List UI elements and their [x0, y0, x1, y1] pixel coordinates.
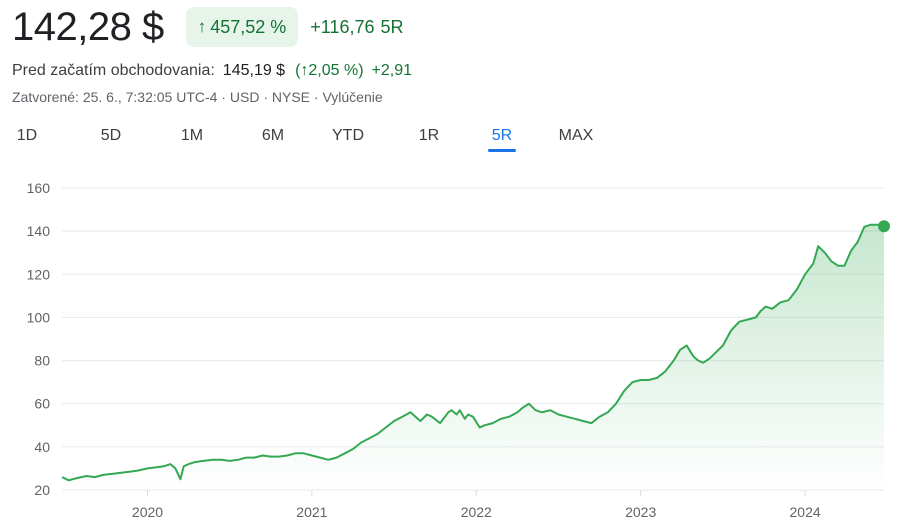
- tab-1r[interactable]: 1R: [418, 127, 440, 144]
- price-chart-svg: 20 40 60 80 100 120 140 160 2020 2021 2022 2023 202…: [27, 180, 890, 520]
- y-tick-label: 160: [27, 180, 51, 196]
- x-tick-label: 2022: [461, 504, 492, 520]
- change-percent: 457,52 %: [210, 16, 287, 37]
- up-arrow-icon: ↑: [197, 17, 207, 36]
- tab-1m[interactable]: 1M: [180, 127, 204, 144]
- x-tick-label: 2024: [790, 504, 821, 520]
- y-tick-label: 140: [27, 223, 51, 239]
- premarket-row: Pred začatím obchodovania: 145,19 $ (↑2,…: [12, 62, 412, 80]
- y-tick-label: 60: [34, 396, 50, 412]
- tab-ytd[interactable]: YTD: [332, 127, 364, 144]
- change-percent-badge: ↑ 457,52 %: [185, 7, 299, 47]
- tab-5d[interactable]: 5D: [100, 127, 122, 144]
- premarket-change-percent: (↑2,05 %): [295, 62, 364, 79]
- x-tick-label: 2021: [296, 504, 327, 520]
- y-tick-label: 100: [27, 309, 51, 325]
- tab-5r[interactable]: 5R: [488, 124, 516, 154]
- y-tick-label: 20: [34, 482, 50, 498]
- y-tick-label: 120: [27, 266, 51, 282]
- premarket-label: Pred začatím obchodovania:: [12, 62, 215, 79]
- tab-6m[interactable]: 6M: [261, 127, 285, 144]
- y-tick-label: 40: [34, 439, 50, 455]
- range-tabs: 1D 5D 1M 6M YTD 1R 5R MAX: [14, 124, 598, 154]
- current-price: 142,28 $: [12, 5, 164, 49]
- x-tick-label: 2023: [625, 504, 656, 520]
- change-absolute-value: +116,76: [310, 16, 375, 37]
- price-chart[interactable]: 20 40 60 80 100 120 140 160 2020 2021 2022 2023 202…: [0, 170, 908, 532]
- tab-max[interactable]: MAX: [558, 127, 594, 144]
- change-period: 5R: [380, 16, 404, 37]
- quote-header: 142,28 $ ↑ 457,52 % +116,76 5R: [12, 4, 404, 50]
- premarket-price: 145,19 $: [222, 62, 286, 79]
- tab-1d[interactable]: 1D: [16, 127, 38, 144]
- y-tick-label: 80: [34, 353, 50, 369]
- market-status-meta: Zatvorené: 25. 6., 7:32:05 UTC-4 · USD ·…: [12, 89, 383, 105]
- premarket-change-absolute: +2,91: [371, 62, 413, 79]
- price-line: [61, 223, 885, 482]
- price-area-fill: [62, 224, 884, 490]
- last-price-marker[interactable]: [878, 220, 890, 233]
- change-absolute: +116,76 5R: [310, 17, 403, 38]
- x-tick-label: 2020: [132, 504, 163, 520]
